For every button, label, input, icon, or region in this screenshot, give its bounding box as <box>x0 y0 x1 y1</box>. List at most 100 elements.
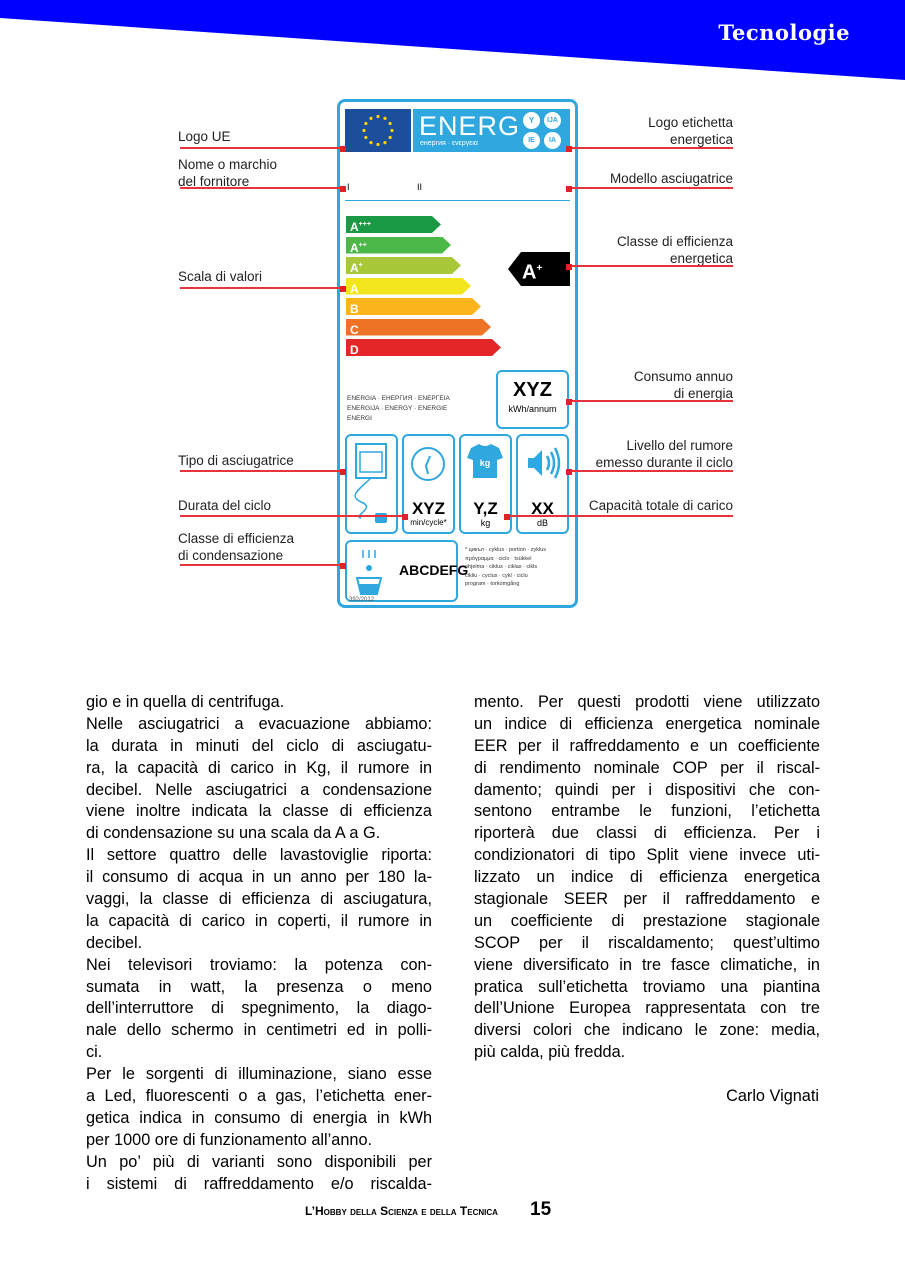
text-line: di condensazione su una scala da A a G. <box>86 824 381 843</box>
star-icon <box>383 116 387 120</box>
article-column-left: gio e in quella di centrifuga. Nelle asci… <box>86 692 432 1195</box>
energy-logo: ENERG енергия · ενεργεια Y IJA IE IA <box>413 109 570 152</box>
star-icon <box>364 121 368 126</box>
star-icon <box>388 135 392 140</box>
leader-line <box>180 564 344 566</box>
label-scale: Scala di valori <box>178 269 263 284</box>
energy-label: ENERG енергия · ενεργεια Y IJA IE IA I I… <box>337 99 578 608</box>
text-line: sumata in watt, la presenza o meno <box>86 977 432 996</box>
label-logo-ue: Logo UE <box>178 129 231 144</box>
eu-flag-icon <box>345 109 411 152</box>
energy-class-bar: C <box>346 319 491 336</box>
text-line: pratica sull’etichetta troviamo una pian… <box>474 977 820 996</box>
label-energy-logo: Logo etichetta energetica <box>648 115 733 147</box>
article-column-right: mento. Per questi prodotti viene utilizz… <box>474 692 820 1064</box>
star-icon <box>369 116 373 120</box>
energy-subtitle: енергия · ενεργεια <box>420 140 478 147</box>
text-line: un coefficiente di prestazione stagional… <box>474 911 820 930</box>
energy-class-bar: B <box>346 298 481 315</box>
energy-title: ENERG <box>419 111 521 141</box>
text-line: mento. Per questi prodotti viene utilizz… <box>474 693 820 711</box>
rating-arrow: A+ <box>508 252 570 286</box>
regulation-number: 392/2012 <box>349 597 375 603</box>
text-line: lizzato un indice di efficienza energeti… <box>474 868 820 887</box>
leader-line <box>180 287 344 289</box>
leader-line <box>180 187 344 189</box>
text-line: Il settore quattro delle lavastoviglie r… <box>86 846 432 865</box>
label-dryer-type: Tipo di asciugatrice <box>178 453 294 468</box>
text-line: nale dello schermo in centimetri ed in p… <box>86 1021 432 1040</box>
lang-badge: IA <box>544 132 561 149</box>
energy-class-bar: A++ <box>346 237 451 254</box>
text-line: sentono entrambe le funzioni, l’etichett… <box>474 802 820 821</box>
energy-class-bar: A+++ <box>346 216 441 233</box>
page-number: 15 <box>530 1199 552 1220</box>
divider <box>345 200 570 201</box>
leader-dot <box>566 146 572 152</box>
supplier-mark: I <box>347 182 350 192</box>
model-mark: II <box>417 182 423 192</box>
leader-dot <box>340 186 346 192</box>
condensation-icon <box>355 550 383 595</box>
text-line: decibel. <box>86 933 143 952</box>
leader-dot <box>566 469 572 475</box>
text-line: riporterà due classi di efficienza. Per … <box>474 824 820 843</box>
leader-dot <box>340 469 346 475</box>
text-line: gio e in quella di centrifuga. <box>86 693 285 711</box>
leader-dot <box>402 514 408 520</box>
capacity-box: kg Y,Z kg <box>459 434 512 534</box>
energy-class-bar: A <box>346 278 471 295</box>
text-line: i sistemi di raffreddamento e/o riscalda… <box>86 1174 432 1193</box>
magazine-name: L’Hobby della Scienza e della Tecnica <box>305 1204 498 1218</box>
star-icon <box>376 142 380 147</box>
star-icon <box>388 121 392 126</box>
clock-icon <box>411 447 445 481</box>
label-annual-consumption: Consumo annuo di energia <box>633 369 733 401</box>
leader-line <box>180 147 344 149</box>
label-cycle-duration: Durata del ciclo <box>178 498 272 513</box>
label-condensation-class: Classe di efficienza di condensazione <box>178 531 295 563</box>
text-line: ra, la capacità di carico in Kg, il rumo… <box>86 758 432 777</box>
leader-dot <box>566 186 572 192</box>
label-noise: Livello del rumore emesso durante il cic… <box>595 438 733 470</box>
text-line: il consumo di acqua in un anno per 180 l… <box>86 868 432 887</box>
leader-line <box>570 147 733 149</box>
text-line: vaggi, la classe di efficienza di asciug… <box>86 890 432 909</box>
text-line: dell’interruttore di spegnimento, la dia… <box>86 999 432 1018</box>
text-line: stagionale SEER per il raffreddamento e <box>474 890 820 909</box>
star-icon <box>390 128 394 133</box>
energy-words: ENERGIA · ЕНЕРГИЯ · ΕΝΕΡΓΕΙΑ ENERGIJA · … <box>347 395 450 422</box>
svg-text:kg: kg <box>480 458 491 468</box>
leader-line <box>570 187 733 189</box>
text-line: di rendimento nominale COP per il riscal… <box>474 758 820 777</box>
lang-badge: IJA <box>544 112 561 129</box>
star-icon <box>383 141 387 145</box>
text-line: a Led, fluorescenti o a gas, l’etichetta… <box>86 1087 432 1106</box>
leader-line <box>570 470 733 472</box>
star-icon <box>364 135 368 140</box>
label-efficiency-class: Classe di efficienza energetica <box>616 234 733 266</box>
text-line: SCOP per il riscaldamento; quest’ultimo <box>474 933 820 952</box>
text-line: Nei televisori troviamo: la potenza con- <box>86 955 432 974</box>
noise-box: XX dB <box>516 434 569 534</box>
leader-line <box>507 515 733 517</box>
text-line: damento; quindi per i dispositivi che co… <box>474 780 820 799</box>
cycle-box: XYZ min/cycle* <box>402 434 455 534</box>
text-line: Per le sorgenti di illuminazione, siano … <box>86 1065 432 1084</box>
text-line: decibel. Nelle asciugatrici a condensazi… <box>86 780 432 799</box>
text-line: diversi colori che indicano le zone: med… <box>474 1021 820 1040</box>
leader-dot <box>566 399 572 405</box>
leader-dot <box>566 264 572 270</box>
text-line: per 1000 ore di funzionamento all’anno. <box>86 1130 373 1149</box>
leader-line <box>570 400 733 402</box>
shirt-icon: kg <box>467 444 503 478</box>
text-line: dell’Unione Europea rappresentata con tr… <box>474 999 820 1018</box>
text-line: viene diversificato in tre fasce climati… <box>474 955 820 974</box>
dryer-icon <box>345 434 398 534</box>
text-line: condizionatori di tipo Split viene invec… <box>474 846 820 865</box>
text-line: viene inoltre indicata la classe di effi… <box>86 802 432 821</box>
lang-badge: Y <box>523 112 540 129</box>
footnote: * цикъл · cyklus · portion · zyklus πρόγ… <box>465 547 546 587</box>
leader-line <box>570 265 733 267</box>
label-capacity: Capacità totale di carico <box>588 498 733 513</box>
